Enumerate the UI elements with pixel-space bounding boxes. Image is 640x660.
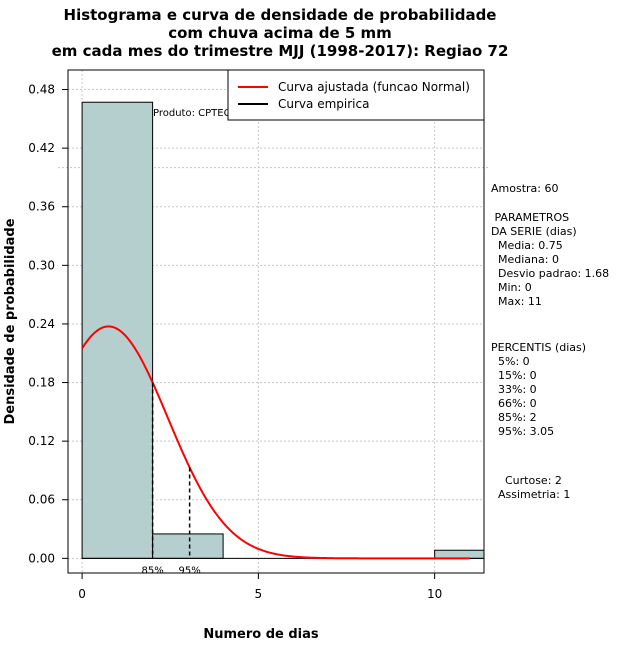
percentis-line: 66%: 0 xyxy=(491,397,537,410)
histogram-bar xyxy=(81,101,154,559)
y-tick-label: 0.06 xyxy=(28,493,55,507)
legend-box xyxy=(227,69,485,121)
histogram-bar xyxy=(434,549,485,559)
x-tick-label: 0 xyxy=(78,587,86,601)
percentile-marker-label: 85% xyxy=(141,565,163,576)
y-tick-label: 0.12 xyxy=(28,434,55,448)
percentis-line: 33%: 0 xyxy=(491,383,537,396)
y-tick-label: 0.18 xyxy=(28,376,55,390)
percentiles-block: PERCENTIS (dias) 5%: 0 15%: 0 33%: 0 66%… xyxy=(491,341,586,439)
chart-title-line-1: Histograma e curva de densidade de proba… xyxy=(63,6,497,24)
percentis-line: 85%: 2 xyxy=(491,411,537,424)
legend-label: Curva empirica xyxy=(278,97,369,111)
chart-title-line-2: com chuva acima de 5 mm xyxy=(168,24,392,42)
shape-line: Curtose: 2 xyxy=(491,474,562,487)
histogram-bar xyxy=(152,533,224,559)
y-tick-label: 0.48 xyxy=(28,83,55,97)
product-annotation: Produto: CPTEC/INPE xyxy=(153,108,257,119)
parametros-line: Desvio padrao: 1.68 xyxy=(491,267,610,280)
chart-title-line-3: em cada mes do trimestre MJJ (1998-2017)… xyxy=(51,42,509,60)
y-tick-label: 0.36 xyxy=(28,200,55,214)
parametros-line: Min: 0 xyxy=(491,281,532,294)
y-tick-label: 0.42 xyxy=(28,141,55,155)
x-tick-label: 10 xyxy=(427,587,442,601)
percentis-line: 5%: 0 xyxy=(491,355,530,368)
fitted-normal-curve xyxy=(81,325,470,560)
parametros-line: Mediana: 0 xyxy=(491,253,559,266)
x-axis-label: Numero de dias xyxy=(203,627,319,642)
series-parameters-block: PARAMETROS DA SERIE (dias) Media: 0.75 Me… xyxy=(491,211,609,309)
shape-line: Assimetria: 1 xyxy=(491,488,571,501)
percentis-line: 15%: 0 xyxy=(491,369,537,382)
percentile-marker-label: 95% xyxy=(179,565,201,576)
y-tick-label: 0.24 xyxy=(28,317,55,331)
y-axis-label: Densidade de probabilidade xyxy=(3,218,18,424)
parametros-line: Media: 0.75 xyxy=(491,239,563,252)
parametros-line: Max: 11 xyxy=(491,295,542,308)
percentis-line: 95%: 3.05 xyxy=(491,425,555,438)
percentis-line: PERCENTIS (dias) xyxy=(491,341,587,354)
y-tick-label: 0.00 xyxy=(28,551,55,565)
y-tick-label: 0.30 xyxy=(28,258,55,272)
parametros-line: PARAMETROS xyxy=(491,211,570,224)
x-tick-label: 5 xyxy=(255,587,263,601)
parametros-line: DA SERIE (dias) xyxy=(491,225,577,238)
sample-size-text: Amostra: 60 xyxy=(491,182,559,195)
legend-label: Curva ajustada (funcao Normal) xyxy=(278,80,470,94)
shape-statistics-block: Curtose: 2 Assimetria: 1 xyxy=(491,474,570,502)
